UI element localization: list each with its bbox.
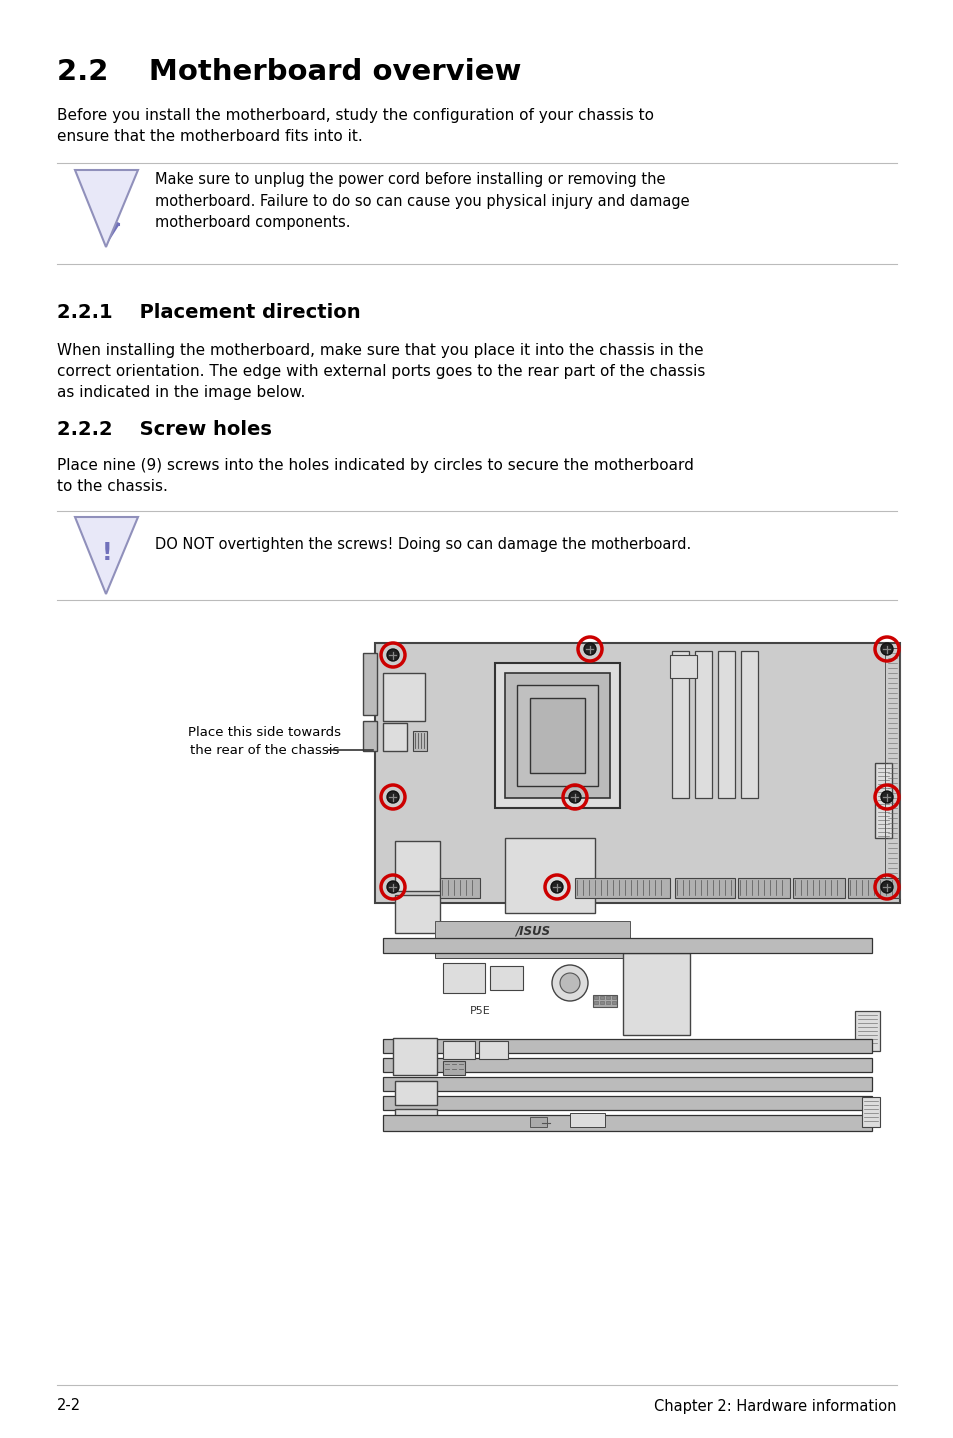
Bar xyxy=(442,1061,464,1076)
Bar xyxy=(874,764,891,838)
Bar xyxy=(718,651,734,798)
Bar xyxy=(395,841,439,892)
Text: 2.2    Motherboard overview: 2.2 Motherboard overview xyxy=(57,58,521,86)
Circle shape xyxy=(387,649,398,661)
Bar xyxy=(612,997,616,999)
Text: /ISUS: /ISUS xyxy=(515,925,550,938)
Circle shape xyxy=(387,791,398,802)
Bar xyxy=(363,653,376,715)
Bar xyxy=(517,684,598,787)
Bar xyxy=(569,1113,604,1127)
Bar xyxy=(393,1038,436,1076)
Bar xyxy=(854,1011,879,1051)
Text: Before you install the motherboard, study the configuration of your chassis to
e: Before you install the motherboard, stud… xyxy=(57,108,654,144)
Bar xyxy=(847,879,898,897)
Bar xyxy=(382,1114,871,1132)
Bar xyxy=(594,997,598,999)
Text: Make sure to unplug the power cord before installing or removing the
motherboard: Make sure to unplug the power cord befor… xyxy=(154,173,689,230)
Bar xyxy=(490,966,522,989)
Text: 2.2.2    Screw holes: 2.2.2 Screw holes xyxy=(57,420,272,439)
Bar xyxy=(738,879,789,897)
Bar xyxy=(884,649,899,897)
Text: Place nine (9) screws into the holes indicated by circles to secure the motherbo: Place nine (9) screws into the holes ind… xyxy=(57,457,693,495)
Bar xyxy=(599,997,603,999)
Text: Place this side towards
the rear of the chassis: Place this side towards the rear of the … xyxy=(189,726,341,758)
Bar xyxy=(382,673,424,720)
Bar xyxy=(382,723,407,751)
Bar xyxy=(439,879,479,897)
Bar xyxy=(594,1001,598,1004)
Circle shape xyxy=(880,643,892,654)
Bar xyxy=(669,654,697,677)
Bar xyxy=(363,720,376,751)
Bar xyxy=(442,1041,475,1058)
Bar xyxy=(382,938,871,953)
Bar xyxy=(593,995,617,1007)
Bar xyxy=(675,879,734,897)
Text: 2-2: 2-2 xyxy=(57,1399,81,1414)
Bar xyxy=(442,963,484,994)
Circle shape xyxy=(568,791,580,802)
Bar xyxy=(862,1097,879,1127)
Bar xyxy=(504,838,595,913)
Bar xyxy=(435,942,629,958)
Bar xyxy=(395,1109,436,1127)
Bar xyxy=(395,1081,436,1104)
Bar xyxy=(375,643,899,903)
Bar xyxy=(575,879,669,897)
Text: P5E: P5E xyxy=(470,1007,490,1017)
Bar xyxy=(382,1096,871,1110)
Bar xyxy=(530,697,584,774)
Bar xyxy=(382,1058,871,1071)
Bar xyxy=(695,651,711,798)
Circle shape xyxy=(880,881,892,893)
Circle shape xyxy=(551,881,562,893)
Bar xyxy=(435,920,629,940)
Polygon shape xyxy=(75,518,138,594)
Circle shape xyxy=(387,881,398,893)
Bar xyxy=(612,1001,616,1004)
Circle shape xyxy=(550,1120,556,1126)
Circle shape xyxy=(583,643,596,654)
Bar xyxy=(478,1041,507,1058)
Bar xyxy=(413,731,427,751)
Text: !: ! xyxy=(102,541,112,565)
Bar xyxy=(671,651,688,798)
Polygon shape xyxy=(75,170,138,247)
Text: Chapter 2: Hardware information: Chapter 2: Hardware information xyxy=(654,1399,896,1414)
Text: When installing the motherboard, make sure that you place it into the chassis in: When installing the motherboard, make su… xyxy=(57,344,704,400)
Bar xyxy=(599,1001,603,1004)
Bar xyxy=(382,1040,871,1053)
Bar xyxy=(504,673,609,798)
Bar xyxy=(605,997,609,999)
Circle shape xyxy=(880,791,892,802)
Text: DO NOT overtighten the screws! Doing so can damage the motherboard.: DO NOT overtighten the screws! Doing so … xyxy=(154,538,691,552)
Bar xyxy=(740,651,758,798)
Bar xyxy=(622,953,689,1035)
Bar xyxy=(382,1077,871,1091)
Circle shape xyxy=(552,965,587,1001)
Bar xyxy=(495,663,619,808)
Bar xyxy=(530,1117,546,1127)
Text: 2.2.1    Placement direction: 2.2.1 Placement direction xyxy=(57,303,360,322)
Bar xyxy=(395,894,439,933)
Bar xyxy=(605,1001,609,1004)
Bar xyxy=(792,879,844,897)
Circle shape xyxy=(559,974,579,994)
